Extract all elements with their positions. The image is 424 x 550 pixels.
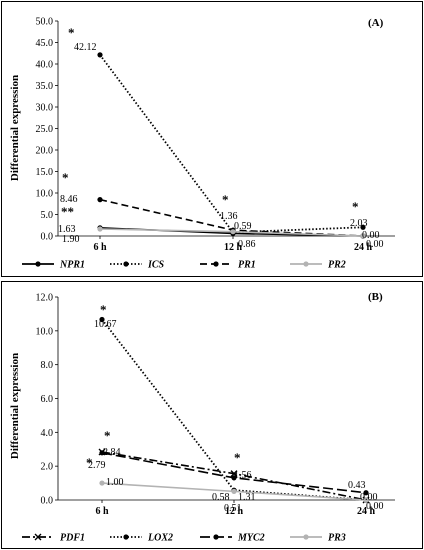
panel-a-point-pr1 [97, 197, 103, 203]
panel-a-data-label: 0.59 [234, 221, 252, 232]
panel-b-data-label: 0.00 [366, 501, 384, 512]
panel-b-data-label: 0.00 [360, 492, 378, 503]
panel-b-point-pr3 [363, 497, 369, 503]
panel-a-y-tick-label: 15.0 [36, 167, 54, 178]
panel-a-data-label: 1.36 [220, 211, 238, 222]
panel-b-significance-star: * [100, 302, 107, 317]
panel-a-data-label: 0.00 [362, 230, 380, 241]
panel-a-significance-star: * [352, 199, 359, 214]
panel-a-y-tick-label: 40.0 [36, 60, 54, 71]
plot-layer: 0.0 5.0 10.0 15.0 20.0 25.0 30.0 35.0 40.0 45.0 50… [22, 17, 395, 544]
panel-a-legend-label-pr1: PR1 [238, 260, 256, 271]
panel-b-legend-marker [123, 534, 129, 540]
panel-a-legend-marker [35, 261, 41, 267]
panel-b-data-label: 0.43 [348, 480, 366, 491]
panel-b-legend-label-pdf1: PDF1 [60, 533, 85, 544]
panel-b-y-tick-label: 4.0 [41, 428, 54, 439]
panel-b-point-myc2 [363, 490, 369, 496]
panel-a-y-tick-label: 0.0 [41, 232, 54, 243]
panel-a-data-label: 8.46 [60, 194, 78, 205]
panel-b-data-label: 1.31 [238, 492, 256, 503]
panel-a-x-tick-label: 12 h [224, 242, 243, 253]
panel-b-point-lox2 [99, 316, 105, 323]
panel-b-point-pr3 [99, 480, 105, 486]
panel-a-y-tick-label: 5.0 [41, 210, 54, 221]
panel-b-y-tick-label: 10.0 [36, 326, 54, 337]
panel-b-x-tick-label: 12 h [225, 506, 244, 517]
panel-b-data-label: 10.67 [94, 319, 117, 330]
panel-a-point-pr2 [230, 229, 236, 235]
panel-a-data-label: 1.90 [62, 234, 80, 245]
panel-b-y-tick-label: 6.0 [41, 394, 54, 405]
panel-b-legend-label-myc2: MYC2 [237, 533, 265, 544]
panel-b-data-label: 1.00 [106, 477, 124, 488]
panel-a-y-tick-label: 50.0 [36, 17, 54, 28]
panel-a-legend-label-ics: ICS [147, 260, 165, 271]
panel-a-significance-star: * [62, 170, 69, 185]
panel-a-data-label: 0.86 [238, 239, 256, 250]
panel-b-frame [1, 281, 423, 549]
panel-a-point-ics [360, 224, 366, 230]
panel-b-y-tick-label: 2.0 [41, 462, 54, 473]
panel-b-point-pdf1 [230, 470, 238, 478]
panel-b-legend-marker [303, 534, 309, 540]
panel-a-y-tick-label: 35.0 [36, 81, 54, 92]
panel-b-x-tick-label: 24 h [357, 506, 376, 517]
panel-a-legend-marker [213, 261, 219, 267]
panel-b-legend-marker [213, 534, 219, 540]
panel-a-legend-marker [303, 261, 309, 267]
panel-b-point-myc2 [99, 450, 105, 456]
panel-b-point-pr3 [231, 488, 237, 494]
panel-b-data-label: 2.79 [88, 460, 106, 471]
panel-a-data-label: 0.00 [366, 239, 384, 250]
panel-a-y-tick-label: 30.0 [36, 103, 54, 114]
panel-a-y-tick-label: 20.0 [36, 146, 54, 157]
panel-a-significance-star: ** [61, 204, 74, 219]
panel-a-x-tick-label: 6 h [93, 242, 107, 253]
panel-b-significance-star: * [104, 428, 111, 443]
panel-b-legend-label-pr3: PR3 [328, 533, 346, 544]
panel-b-legend-label-lox2: LOX2 [147, 533, 173, 544]
panel-a-y-tick-label: 45.0 [36, 38, 54, 49]
panel-a-data-label: 2.03 [350, 218, 368, 229]
panel-b-y-axis-label: Differential expression [9, 353, 21, 459]
panel-a-significance-star: * [222, 192, 229, 207]
panel-a-point-ics [97, 52, 103, 58]
panel-b-data-label: 2.84 [103, 447, 121, 458]
panel-b-legend-marker [34, 533, 42, 541]
panel-a-y-tick-label: 10.0 [36, 189, 54, 200]
panel-a-significance-star: * [68, 25, 75, 40]
panel-b-significance-star: * [234, 450, 241, 465]
panel-b-data-label: 0.58 [212, 492, 230, 503]
panel-b-label: (B) [368, 291, 383, 303]
panel-b-significance-star: * [86, 455, 93, 470]
panel-a-point-pr2 [360, 233, 366, 239]
panel-a-label: (A) [368, 17, 384, 29]
panel-b-y-tick-label: 8.0 [41, 360, 54, 371]
panel-a-legend-marker [123, 261, 129, 267]
panel-a-legend-label-pr2: PR2 [328, 260, 346, 271]
panel-b-data-label: 0.51 [224, 503, 242, 514]
panel-a-legend-label-npr1: NPR1 [59, 260, 85, 271]
panel-a-series-line-ics [99, 54, 364, 234]
panel-a-x-tick-label: 24 h [354, 242, 373, 253]
panel-b-x-tick-label: 6 h [95, 506, 109, 517]
panel-a-data-label: 1.63 [58, 224, 76, 235]
panel-b-point-myc2 [231, 475, 237, 481]
panel-a-point-pr2 [97, 226, 103, 232]
panel-b-y-tick-label: 0.0 [41, 496, 54, 507]
panel-b-data-label: 1.56 [234, 470, 252, 481]
panel-a-data-label: 42.12 [74, 42, 97, 53]
panel-a-frame [1, 1, 423, 277]
panel-a-y-tick-label: 25.0 [36, 124, 54, 135]
panel-b-y-tick-label: 12.0 [36, 293, 54, 304]
panel-a-y-axis-label: Differential expression [9, 75, 21, 181]
